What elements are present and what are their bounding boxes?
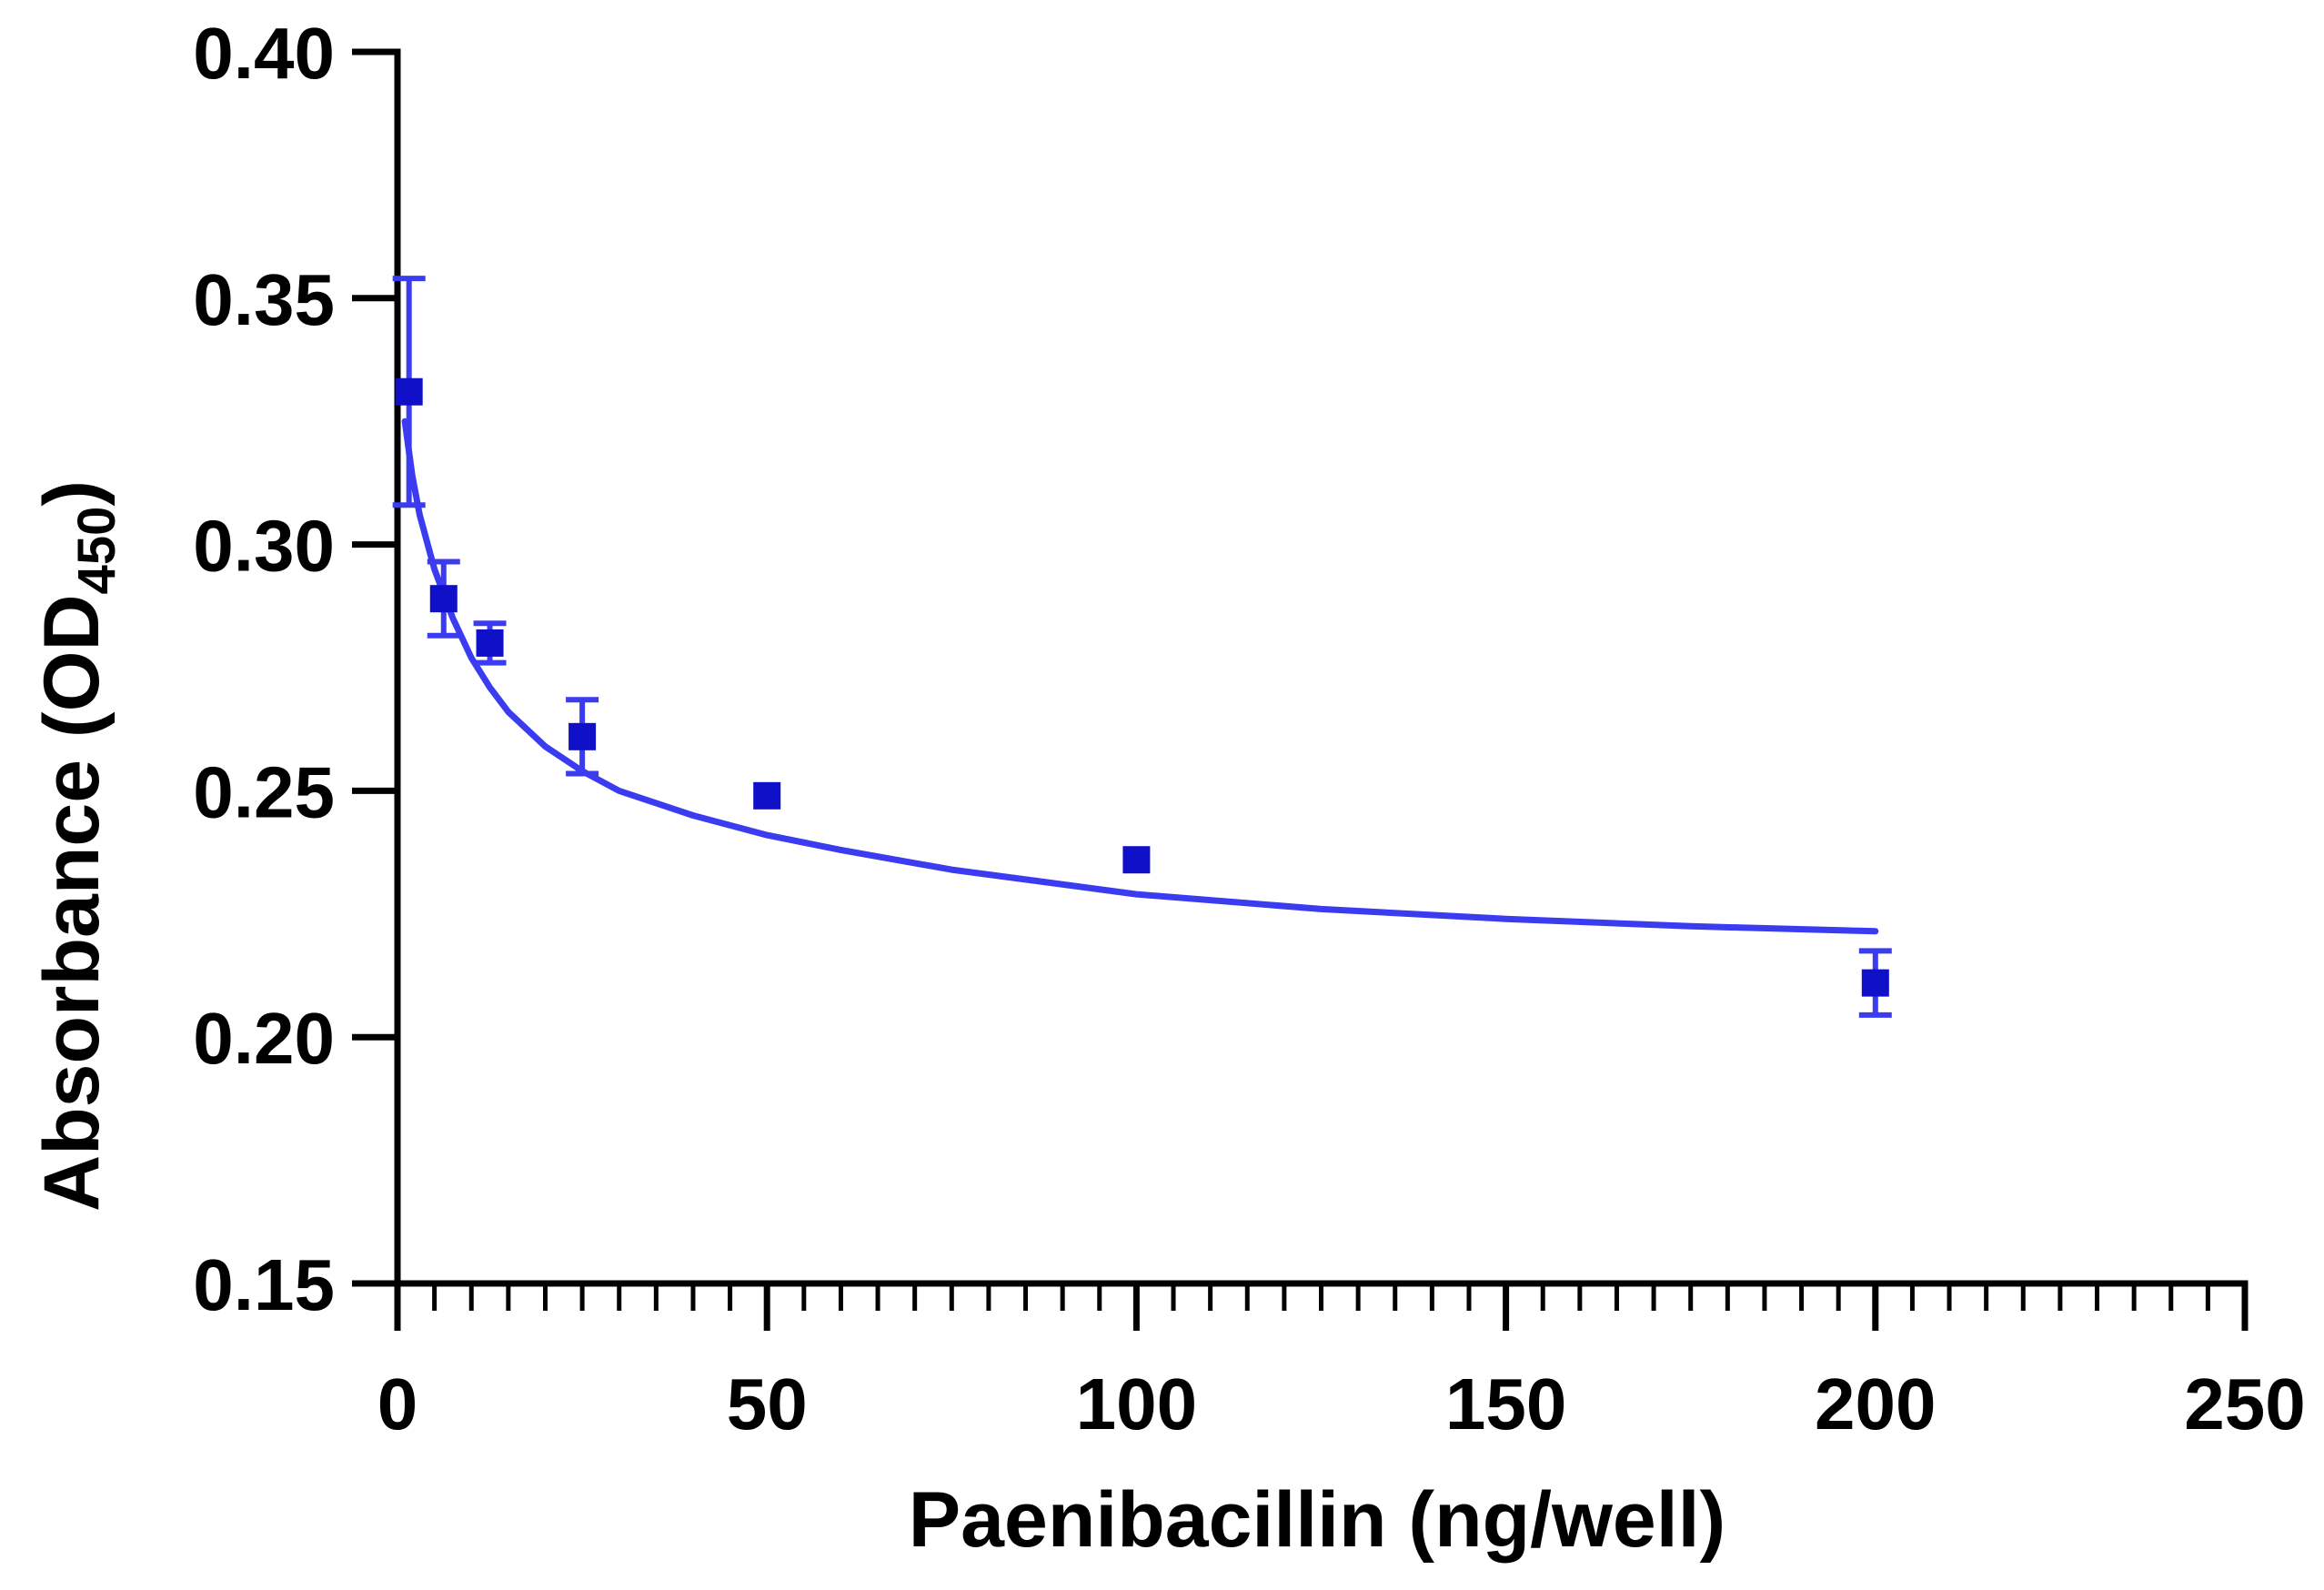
tick-labels-layer: 0.15 0.20 0.25 0.30 0.35 0.40 0 50 100 150 200 250 <box>193 13 2305 1444</box>
y-tick-label: 0.40 <box>193 13 335 94</box>
x-tick-label: 0 <box>377 1364 418 1444</box>
y-axis-title-close: ) <box>28 480 116 507</box>
y-axis-title: Absorbance (OD450) <box>28 480 126 1212</box>
y-tick-label: 0.25 <box>193 751 335 832</box>
data-point <box>476 629 504 657</box>
error-bars-layer <box>392 276 1892 1018</box>
x-tick-label: 100 <box>1076 1364 1197 1444</box>
x-axis-title: Paenibacillin (ng/well) <box>909 1476 1725 1564</box>
x-tick-label: 250 <box>2184 1364 2305 1444</box>
y-tick-label: 0.30 <box>193 506 335 587</box>
data-point <box>1122 846 1151 874</box>
x-tick-label: 150 <box>1445 1364 1566 1444</box>
y-axis-title-main: Absorbance (OD <box>28 594 116 1212</box>
y-axis-title-subscript: 450 <box>67 507 126 595</box>
data-point <box>1861 969 1889 997</box>
y-tick-label: 0.20 <box>193 998 335 1079</box>
data-point <box>568 722 597 750</box>
fit-curve <box>401 418 1879 935</box>
x-tick-label: 200 <box>1815 1364 1936 1444</box>
y-tick-label: 0.15 <box>193 1244 335 1325</box>
data-point <box>395 377 423 406</box>
data-point <box>753 781 781 810</box>
data-markers-layer <box>395 377 1889 997</box>
x-tick-label: 50 <box>727 1364 808 1444</box>
y-tick-label: 0.35 <box>193 259 335 340</box>
axes <box>352 48 2249 1331</box>
data-point <box>429 585 458 613</box>
fit-curve-layer <box>401 418 1879 935</box>
